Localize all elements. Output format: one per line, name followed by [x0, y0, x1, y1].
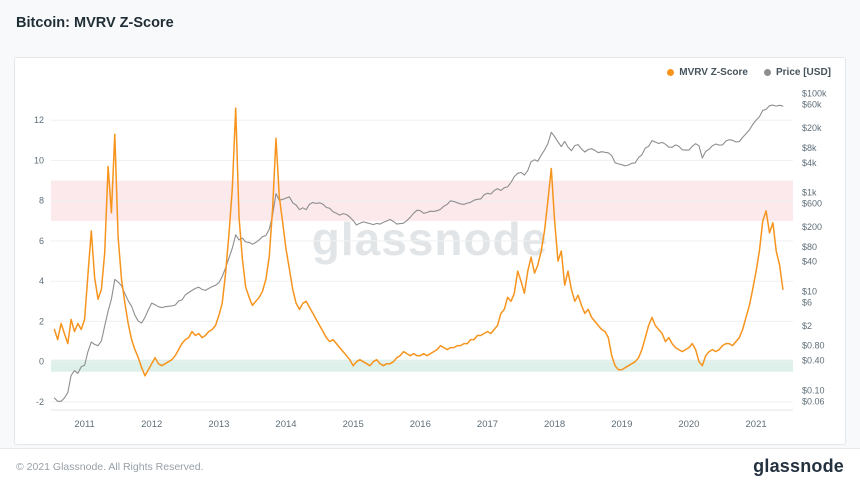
mvrv-series-dot-icon: [667, 69, 675, 76]
svg-text:-2: -2: [36, 397, 44, 407]
svg-text:2: 2: [39, 316, 44, 326]
svg-text:$0.10: $0.10: [802, 385, 825, 395]
svg-text:$0.80: $0.80: [802, 341, 825, 351]
svg-text:0: 0: [39, 357, 44, 367]
legend-item-price-usd[interactable]: Price [USD]: [763, 67, 831, 78]
svg-text:$0.06: $0.06: [802, 396, 825, 406]
legend-label-mvrv-zscore: MVRV Z-Score: [679, 67, 748, 78]
svg-text:2018: 2018: [544, 419, 565, 430]
svg-text:$600: $600: [802, 199, 822, 209]
chart-card: glassnode -2 0 2 4 6 8 10 12 $100k $60k $20k $8k $4k…: [14, 57, 846, 445]
footer: © 2021 Glassnode. All Rights Reserved. g…: [0, 448, 860, 484]
svg-text:$4k: $4k: [802, 158, 817, 168]
svg-text:$100k: $100k: [802, 89, 827, 99]
chart-legend: MVRV Z-Score Price [USD]: [667, 67, 831, 78]
copyright-text: © 2021 Glassnode. All Rights Reserved.: [16, 460, 204, 473]
svg-text:$8k: $8k: [802, 143, 817, 153]
legend-item-mvrv-zscore[interactable]: MVRV Z-Score: [667, 67, 748, 78]
svg-text:$20k: $20k: [802, 123, 822, 133]
svg-text:$0.40: $0.40: [802, 356, 825, 366]
page-title: Bitcoin: MVRV Z-Score: [16, 15, 174, 31]
svg-text:2012: 2012: [141, 419, 162, 430]
chart-canvas[interactable]: -2 0 2 4 6 8 10 12 $100k$60k $20k $8k $4k $1k$600 $20…: [15, 58, 846, 445]
svg-text:$40: $40: [802, 257, 817, 267]
svg-text:$6: $6: [802, 297, 812, 307]
svg-text:2017: 2017: [477, 419, 498, 430]
svg-text:12: 12: [34, 115, 44, 125]
legend-label-price-usd: Price [USD]: [775, 67, 831, 78]
svg-text:$2: $2: [802, 321, 812, 331]
svg-text:8: 8: [39, 196, 44, 206]
svg-text:$200: $200: [802, 222, 822, 232]
svg-text:$60k: $60k: [802, 100, 822, 110]
svg-text:6: 6: [39, 236, 44, 246]
svg-text:$1k: $1k: [802, 188, 817, 198]
svg-text:4: 4: [39, 276, 44, 286]
svg-text:10: 10: [34, 155, 44, 165]
svg-text:2016: 2016: [410, 419, 431, 430]
svg-text:2015: 2015: [343, 419, 364, 430]
svg-text:2014: 2014: [275, 419, 296, 430]
svg-text:2019: 2019: [611, 419, 632, 430]
svg-text:$10: $10: [802, 286, 817, 296]
glassnode-logo[interactable]: glassnode: [753, 456, 844, 476]
svg-text:$80: $80: [802, 242, 817, 252]
svg-text:2013: 2013: [208, 419, 229, 430]
svg-text:2020: 2020: [678, 419, 699, 430]
price-series-dot-icon: [763, 69, 771, 76]
svg-text:2011: 2011: [74, 419, 94, 430]
svg-text:2021: 2021: [746, 419, 767, 430]
